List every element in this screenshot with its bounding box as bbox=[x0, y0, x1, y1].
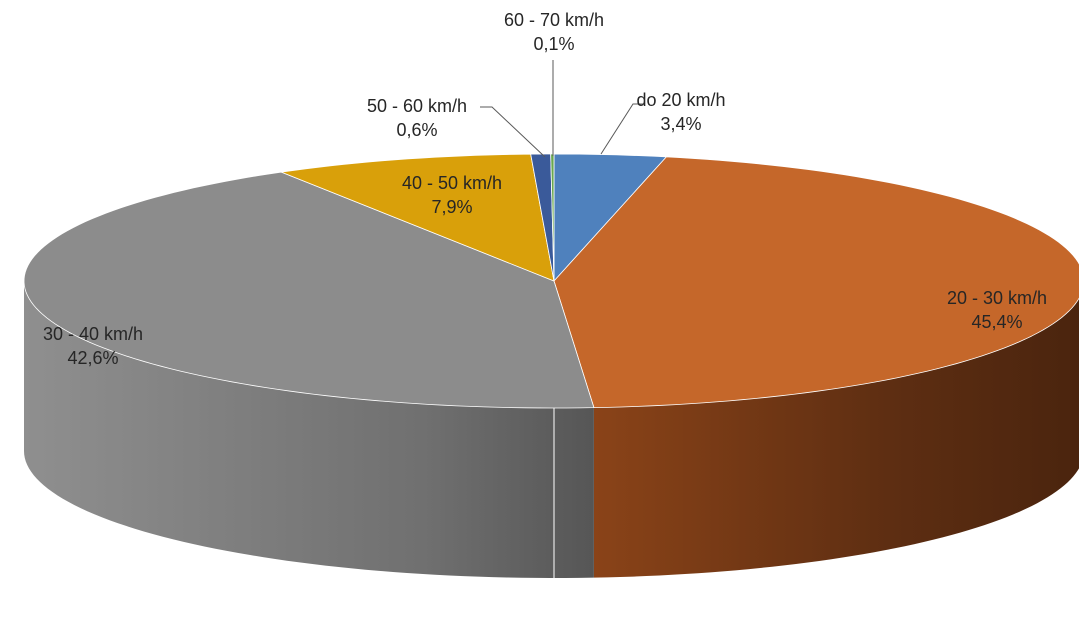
slice-label-40-50-km-h: 40 - 50 km/h bbox=[402, 173, 502, 193]
pie-side-20-30-km-h bbox=[593, 298, 1079, 578]
leader-line-do-20-km-h bbox=[600, 103, 645, 155]
pie-slice-20-30-km-h bbox=[553, 156, 1079, 409]
slice-label-60-70-km-h: 60 - 70 km/h bbox=[504, 10, 604, 30]
slice-label-30-40-km-h: 30 - 40 km/h bbox=[43, 324, 143, 344]
slice-label-50-60-km-h: 50 - 60 km/h bbox=[367, 96, 467, 116]
slice-value-30-40-km-h: 42,6% bbox=[67, 348, 118, 368]
slice-value-40-50-km-h: 7,9% bbox=[431, 197, 472, 217]
slice-value-20-30-km-h: 45,4% bbox=[971, 312, 1022, 332]
slice-value-60-70-km-h: 0,1% bbox=[533, 34, 574, 54]
pie-slice-40-50-km-h bbox=[280, 153, 555, 282]
slice-label-do-20-km-h: do 20 km/h bbox=[636, 90, 725, 110]
slice-value-do-20-km-h: 3,4% bbox=[660, 114, 701, 134]
pie-slice-do-20-km-h bbox=[553, 153, 667, 282]
pie-slice-30-40-km-h bbox=[23, 171, 595, 409]
pie-side-30-40-km-h bbox=[24, 281, 594, 578]
leader-line-50-60-km-h bbox=[480, 106, 546, 158]
slice-label-20-30-km-h: 20 - 30 km/h bbox=[947, 288, 1047, 308]
slice-value-50-60-km-h: 0,6% bbox=[396, 120, 437, 140]
pie-slice-60-70-km-h bbox=[550, 153, 555, 282]
